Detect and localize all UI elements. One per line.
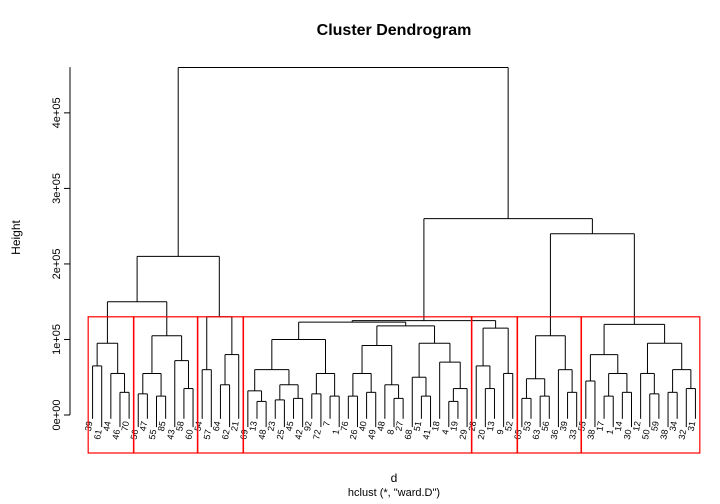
cluster-dendrogram: Cluster Dendrogram d hclust (*, "ward.D") H… (0, 0, 720, 504)
y-tick-label: 2e+05 (51, 248, 63, 279)
leaf-label: 31 (686, 420, 698, 432)
y-tick-label: 1e+05 (51, 324, 63, 355)
y-tick-label: 3e+05 (51, 173, 63, 204)
chart-title: Cluster Dendrogram (317, 22, 472, 39)
leaf-label: 72 (311, 429, 323, 441)
leaf-label: 7 (321, 420, 332, 427)
y-label: Height (9, 219, 23, 254)
x-sublabel: hclust (*, "ward.D") (348, 487, 440, 499)
y-tick-label: 0e+00 (51, 400, 63, 431)
x-label: d (391, 471, 398, 485)
y-tick-label: 4e+05 (51, 97, 63, 128)
